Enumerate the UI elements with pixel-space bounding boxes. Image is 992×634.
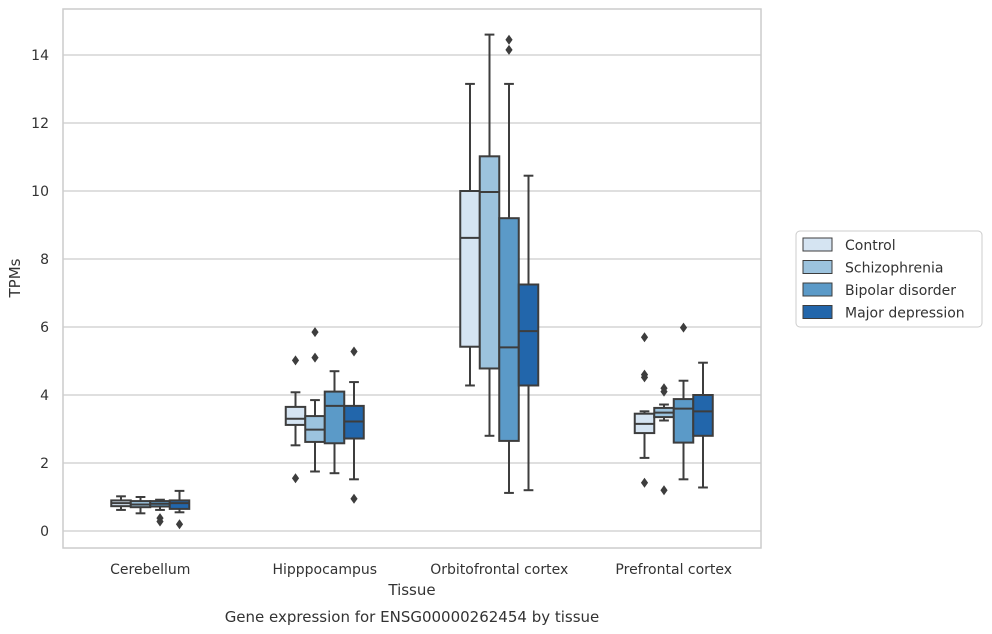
box-major-depression: [168, 489, 191, 530]
outlier-point: [175, 519, 184, 530]
plot-frame: [62, 8, 762, 549]
box-iqr: [284, 405, 307, 426]
box-schizophrenia: [478, 33, 501, 437]
y-tick-label: 8: [40, 252, 49, 268]
x-tick-label: Prefrontal cortex: [615, 562, 732, 578]
x-tick-labels: Cerebellum Hipppocampus Orbitofrontal cort…: [110, 562, 732, 578]
outlier-point: [660, 386, 668, 397]
box-iqr: [323, 390, 346, 445]
y-tick-label: 14: [31, 48, 49, 64]
legend: Control Schizophrenia Bipolar disorder Majo…: [795, 230, 983, 328]
outlier-point: [640, 372, 649, 383]
box-major-depression: [343, 346, 365, 504]
boxes: [110, 33, 714, 530]
y-tick-label: 10: [31, 184, 49, 200]
x-tick-label: Cerebellum: [110, 562, 190, 578]
box-bipolar-disorder: [323, 370, 346, 475]
legend-swatch: [802, 237, 833, 252]
legend-label: Schizophrenia: [845, 261, 943, 277]
outlier-point: [505, 44, 513, 55]
y-tick-label: 0: [40, 524, 49, 540]
outlier-point: [311, 352, 319, 363]
y-tick-label: 6: [40, 320, 49, 336]
legend-swatch: [802, 305, 833, 319]
box-iqr: [498, 217, 520, 442]
box-iqr: [478, 155, 501, 370]
outlier-point: [350, 346, 358, 357]
legend-label: Control: [845, 238, 896, 254]
outlier-point: [640, 332, 649, 343]
box-bipolar-disorder: [149, 498, 171, 527]
outlier-point: [350, 493, 358, 504]
x-axis-label: Tissue: [387, 581, 435, 599]
outlier-point: [505, 34, 513, 45]
x-tick-label: Hipppocampus: [272, 562, 377, 578]
y-tick-label: 4: [40, 388, 49, 404]
box-iqr: [692, 394, 714, 437]
box-control: [284, 355, 307, 484]
outlier-point: [679, 322, 688, 333]
box-iqr: [459, 190, 481, 348]
chart-caption: Gene expression for ENSG00000262454 by t…: [225, 608, 600, 626]
legend-label: Bipolar disorder: [845, 283, 956, 299]
outlier-point: [311, 327, 319, 338]
legend-swatch: [802, 260, 833, 274]
box-control: [110, 495, 132, 511]
legend-frame: [795, 230, 983, 328]
box-major-depression: [517, 174, 540, 492]
box-schizophrenia: [304, 327, 326, 473]
y-axis-label: TPMs: [6, 258, 24, 298]
outlier-point: [291, 355, 300, 366]
legend-swatch: [802, 282, 833, 297]
box-schizophrenia: [653, 383, 675, 496]
outlier-point: [660, 485, 668, 496]
box-iqr: [168, 499, 191, 510]
y-tick-labels: 0 2 4 6 8 10 12 14: [31, 48, 49, 540]
y-tick-label: 12: [31, 116, 49, 132]
legend-label: Major depression: [845, 306, 965, 322]
gridlines: [63, 54, 761, 532]
y-tick-label: 2: [40, 456, 49, 472]
box-control: [633, 332, 656, 488]
outlier-point: [291, 473, 300, 484]
outlier-point: [156, 516, 164, 527]
box-iqr: [517, 283, 540, 387]
box-control: [459, 82, 481, 387]
box-iqr: [672, 398, 695, 444]
box-major-depression: [692, 361, 714, 489]
outlier-point: [640, 477, 649, 488]
x-tick-label: Orbitofrontal cortex: [430, 562, 568, 578]
